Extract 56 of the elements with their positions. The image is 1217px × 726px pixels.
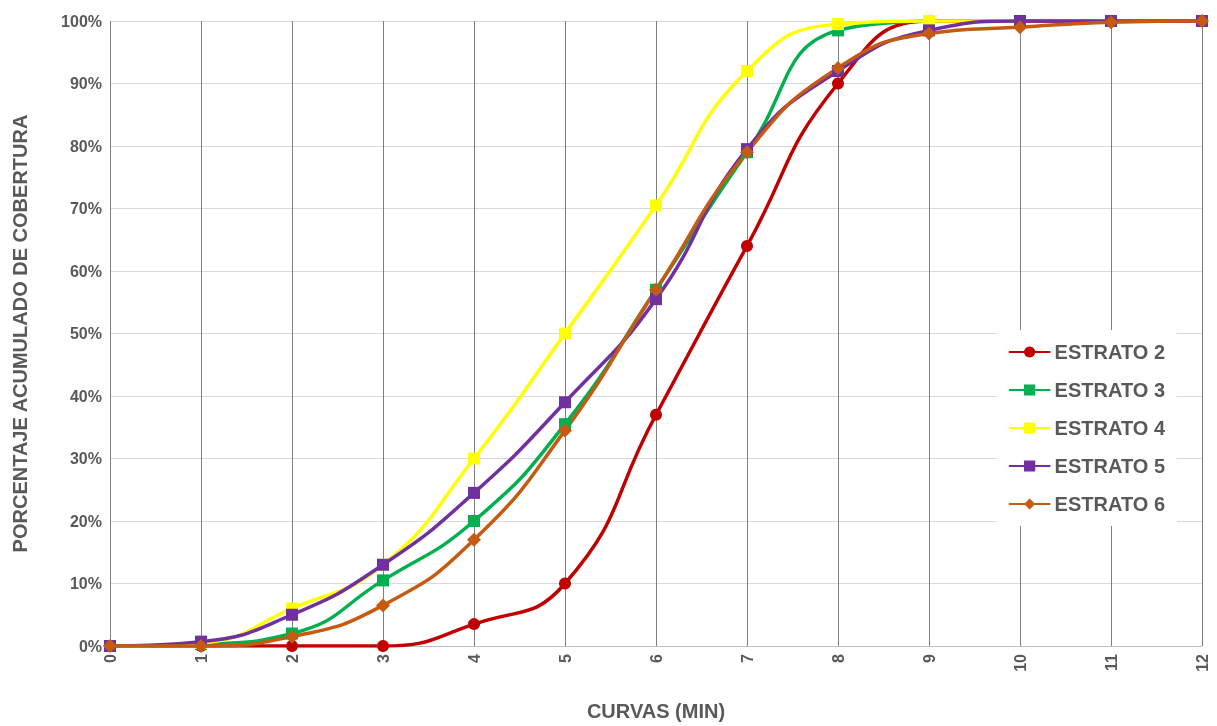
point bbox=[741, 65, 753, 77]
y-tick-label: 80% bbox=[69, 137, 102, 155]
point bbox=[558, 423, 572, 438]
x-tick-label: 9 bbox=[920, 653, 938, 663]
x-tick-label: 4 bbox=[465, 653, 483, 663]
point bbox=[832, 18, 844, 31]
y-tick-label: 90% bbox=[69, 75, 102, 92]
legend-label: ESTRATO 2 bbox=[1054, 341, 1165, 363]
point bbox=[467, 532, 481, 547]
point bbox=[650, 199, 662, 212]
point bbox=[376, 598, 390, 613]
y-tick-label: 70% bbox=[69, 200, 102, 217]
point bbox=[377, 640, 389, 652]
legend-label: ESTRATO 6 bbox=[1054, 493, 1165, 515]
point bbox=[468, 486, 480, 499]
point bbox=[285, 629, 299, 644]
point bbox=[650, 293, 662, 306]
point bbox=[650, 408, 662, 421]
y-tick-label: 100% bbox=[61, 12, 102, 30]
point bbox=[832, 77, 844, 90]
x-tick-label: 10 bbox=[1011, 653, 1029, 672]
y-tick-label: 30% bbox=[69, 450, 102, 467]
y-tick-label: 40% bbox=[69, 387, 102, 405]
x-tick-label: 0 bbox=[101, 653, 119, 663]
x-tick-label: 3 bbox=[374, 653, 392, 663]
y-tick-label: 0% bbox=[78, 637, 102, 655]
y-tick-label: 50% bbox=[69, 325, 102, 342]
x-tick-label: 7 bbox=[738, 653, 756, 663]
x-tick-label: 11 bbox=[1102, 653, 1120, 671]
point bbox=[468, 515, 480, 527]
point bbox=[559, 396, 571, 409]
y-tick-label: 10% bbox=[69, 575, 102, 592]
point bbox=[286, 608, 298, 621]
point bbox=[1013, 20, 1027, 35]
x-tick-label: 5 bbox=[556, 653, 574, 663]
point bbox=[468, 618, 480, 631]
x-tick-label: 6 bbox=[647, 653, 665, 663]
point bbox=[831, 60, 845, 75]
x-tick-label: 2 bbox=[283, 653, 301, 663]
legend-label: ESTRATO 3 bbox=[1054, 379, 1165, 401]
x-axis-title: CURVAS (MIN) bbox=[586, 700, 726, 722]
y-tick-label: 20% bbox=[69, 512, 102, 530]
x-tick-label: 12 bbox=[1193, 653, 1211, 672]
x-tick-label: 1 bbox=[192, 653, 210, 663]
point bbox=[377, 574, 389, 587]
point bbox=[922, 26, 936, 41]
point bbox=[559, 327, 571, 340]
y-tick-label: 60% bbox=[69, 262, 102, 280]
point bbox=[741, 240, 753, 252]
point bbox=[559, 577, 571, 590]
y-axis-title: PORCENTAJE ACUMULADO DE COBERTURA bbox=[9, 114, 31, 553]
point bbox=[286, 640, 298, 652]
x-tick-label: 8 bbox=[829, 653, 847, 663]
legend-label: ESTRATO 5 bbox=[1054, 455, 1165, 477]
point bbox=[468, 452, 480, 465]
legend-label: ESTRATO 4 bbox=[1054, 417, 1166, 439]
